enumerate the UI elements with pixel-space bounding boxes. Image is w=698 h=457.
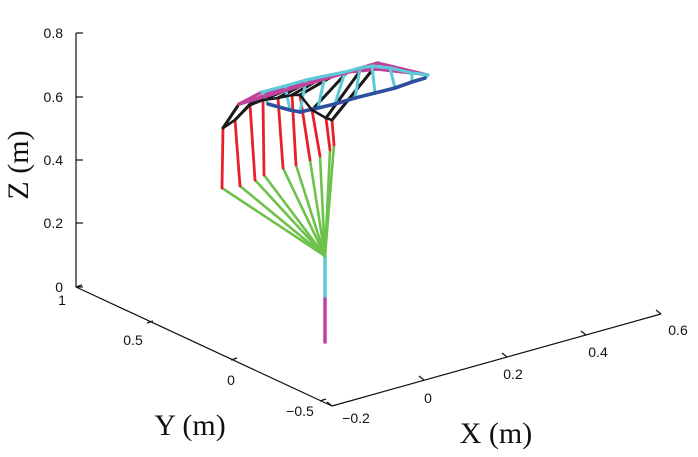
blue-envelope — [333, 96, 357, 106]
black-envelope — [310, 108, 328, 120]
red-link — [290, 93, 298, 167]
z-axis-label: Z (m) — [2, 130, 35, 199]
x-tick-mark — [326, 401, 333, 407]
cyan-link — [370, 64, 377, 95]
cyan-envelope — [410, 71, 430, 77]
cyan-envelope — [388, 66, 414, 75]
black-envelope — [248, 98, 265, 107]
black-envelope — [276, 93, 294, 100]
magenta-envelope — [283, 83, 303, 93]
cyan-link — [353, 66, 362, 100]
x-tick-label: 0.6 — [668, 322, 688, 338]
y-tick-mark — [230, 357, 238, 361]
blue-envelope — [298, 106, 320, 114]
magenta-envelope — [268, 88, 288, 97]
cyan-envelope — [323, 70, 347, 78]
tick-labels: 0 0.2 0.4 0.6 0.8 −0.5 0 0.5 1 −0.2 0 0.2 0.4 0.6 — [44, 25, 688, 426]
blue-envelope — [266, 102, 292, 112]
blue-envelope — [373, 86, 397, 95]
green-link — [323, 143, 336, 258]
y-axis-label: Y (m) — [154, 409, 225, 442]
cyan-envelope — [304, 74, 327, 82]
x-axis-label: X (m) — [460, 417, 532, 450]
x-tick-label: −0.2 — [342, 410, 370, 426]
x-axis-line — [331, 313, 662, 407]
black-envelope — [233, 103, 252, 122]
x-tick-label: 0.2 — [503, 366, 523, 382]
green-link — [238, 184, 327, 258]
cyan-link — [388, 66, 397, 90]
black-envelope — [324, 116, 334, 122]
y-tick-label: 0 — [227, 372, 235, 388]
green-link — [318, 154, 327, 258]
red-link — [261, 98, 266, 177]
arm-links — [220, 61, 430, 344]
z-tick-label: 0 — [55, 279, 63, 295]
black-link — [324, 66, 365, 120]
green-link — [308, 158, 327, 258]
red-link — [233, 118, 242, 188]
y-tick-label: 1 — [58, 292, 66, 308]
red-link — [330, 118, 336, 147]
y-tick-mark — [319, 398, 327, 402]
green-link — [281, 166, 327, 258]
cyan-envelope — [358, 64, 374, 70]
green-link — [294, 163, 327, 258]
black-envelope — [221, 118, 237, 130]
x-tick-mark — [580, 330, 587, 336]
x-tick-mark — [501, 352, 508, 358]
x-tick-mark — [655, 309, 662, 315]
cyan-link — [316, 74, 327, 110]
red-link — [324, 116, 332, 152]
tick-marks — [75, 32, 662, 407]
blue-envelope — [410, 76, 427, 84]
z-tick-label: 0.2 — [44, 215, 64, 231]
black-envelope — [298, 93, 314, 112]
cyan-link — [333, 70, 347, 106]
cyan-envelope — [260, 84, 287, 94]
magenta-envelope — [314, 74, 334, 84]
red-link — [276, 96, 285, 170]
blue-envelope — [393, 80, 414, 90]
cyan-envelope — [370, 64, 392, 70]
y-axis-line — [75, 286, 333, 407]
red-link — [220, 126, 225, 190]
y-tick-mark — [146, 320, 154, 324]
axis-frame — [75, 33, 662, 407]
y-tick-label: −0.5 — [286, 403, 314, 419]
y-tick-mark — [75, 284, 83, 288]
magenta-envelope — [298, 79, 319, 88]
z-tick-label: 0.6 — [44, 89, 64, 105]
blue-envelope — [353, 91, 377, 100]
magenta-envelope — [252, 93, 272, 102]
y-tick-label: 0.5 — [123, 332, 143, 348]
cyan-envelope — [343, 66, 362, 74]
z-tick-label: 0.4 — [44, 152, 64, 168]
x-tick-label: 0 — [424, 390, 432, 406]
magenta-envelope — [237, 97, 257, 106]
black-link — [221, 102, 241, 130]
black-envelope — [261, 96, 280, 102]
x-tick-mark — [418, 375, 425, 381]
cyan-envelope — [283, 78, 308, 88]
green-link — [253, 178, 327, 258]
red-link — [248, 103, 257, 182]
z-tick-label: 0.8 — [44, 25, 64, 41]
red-link — [310, 108, 322, 158]
green-link — [220, 186, 327, 258]
green-link — [262, 173, 327, 258]
blue-envelope — [316, 102, 337, 110]
x-tick-label: 0.4 — [588, 344, 608, 360]
